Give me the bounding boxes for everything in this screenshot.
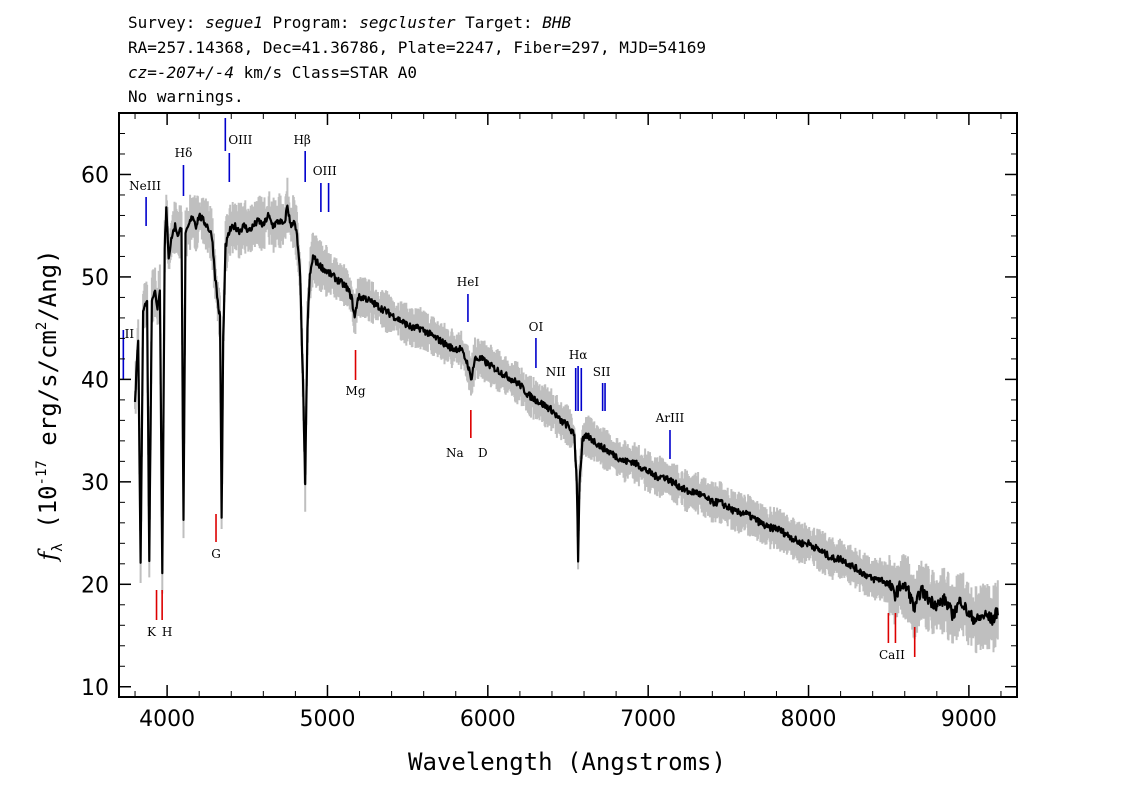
y-tick-label: 20	[81, 573, 109, 598]
emission-line-label: II	[125, 327, 135, 341]
y-axis-pre: (10	[34, 485, 62, 543]
absorption-line-label: K	[147, 625, 157, 639]
emission-line-label: SII	[593, 365, 611, 379]
survey-value: segue1	[205, 13, 263, 32]
absorption-line-label: H	[162, 625, 172, 639]
x-tick-label: 7000	[620, 707, 676, 732]
y-tick-label: 50	[81, 266, 109, 291]
absorption-line-label: CaII	[879, 648, 905, 662]
survey-label: Survey:	[128, 13, 206, 32]
y-axis-exponent: -17	[34, 460, 50, 485]
header-line-1: Survey: segue1 Program: segcluster Targe…	[128, 12, 571, 34]
emission-line-label: OIII	[228, 133, 252, 147]
y-tick-label: 60	[81, 163, 109, 188]
emission-line-label: Hα	[569, 348, 588, 362]
header-line-2: RA=257.14368, Dec=41.36786, Plate=2247, …	[128, 38, 706, 57]
y-tick-label: 10	[81, 676, 109, 701]
y-axis-subscript: λ	[50, 543, 66, 551]
noise-band	[134, 177, 999, 654]
cz-label: cz=	[128, 63, 157, 82]
target-label: Target:	[455, 13, 543, 32]
header-line-4: No warnings.	[128, 87, 244, 106]
y-axis-exponent-2: 2	[34, 322, 50, 330]
noise-band-layer	[134, 177, 999, 654]
axis-ticks: 4000 5000 6000 7000 8000 9000 10 20 30 40 50 60	[81, 112, 1017, 732]
emission-line-label: OIII	[313, 164, 337, 178]
y-axis-units: erg/s/cm	[34, 330, 62, 460]
x-tick-label: 9000	[941, 707, 997, 732]
x-axis-title: Wavelength (Angstroms)	[408, 748, 726, 776]
emission-line-label: OI	[529, 320, 544, 334]
class-text: km/s Class=STAR A0	[233, 63, 417, 82]
flux-line-layer	[133, 204, 999, 626]
emission-line-label: NII	[546, 365, 566, 379]
emission-line-label: ArIII	[655, 411, 685, 425]
x-tick-label: 4000	[139, 707, 195, 732]
emission-line-label: NeIII	[129, 179, 161, 193]
x-tick-label: 8000	[781, 707, 837, 732]
program-value: segcluster	[359, 13, 456, 32]
target-value: BHB	[542, 13, 572, 32]
y-tick-label: 30	[81, 471, 109, 496]
y-tick-label: 40	[81, 368, 109, 393]
flux-line	[133, 204, 999, 626]
plot-frame	[118, 112, 1018, 698]
absorption-line-label: Mg	[346, 384, 366, 398]
absorption-line-label: Na	[446, 446, 464, 460]
program-label: Program:	[262, 13, 360, 32]
header-line-3: cz=-207+/-4 km/s Class=STAR A0	[128, 62, 417, 84]
absorption-line-label: D	[478, 446, 488, 460]
emission-line-label: HeI	[457, 275, 480, 289]
cz-value: -207+/-4	[156, 63, 234, 82]
emission-line-label: Hβ	[293, 133, 310, 147]
emission-line-label: Hδ	[175, 146, 193, 160]
y-axis-units-end: /Ang)	[34, 249, 62, 321]
x-tick-label: 5000	[299, 707, 355, 732]
absorption-line-label: G	[211, 547, 221, 561]
x-tick-label: 6000	[460, 707, 516, 732]
y-axis-title: fλ (10-17 erg/s/cm2/Ang)	[34, 249, 66, 562]
